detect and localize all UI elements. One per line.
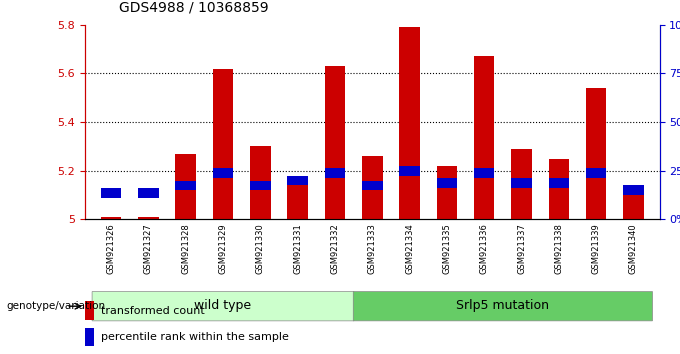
Bar: [437, 178, 457, 188]
Bar: [586, 88, 607, 219]
Text: GSM921326: GSM921326: [107, 223, 116, 274]
Text: GSM921328: GSM921328: [182, 223, 190, 274]
Text: GSM921335: GSM921335: [443, 223, 452, 274]
Text: GSM921332: GSM921332: [330, 223, 339, 274]
Bar: [175, 181, 196, 190]
Text: genotype/variation: genotype/variation: [7, 301, 106, 311]
Bar: [288, 176, 308, 185]
Text: GSM921338: GSM921338: [554, 223, 563, 274]
Text: GSM921327: GSM921327: [144, 223, 153, 274]
FancyBboxPatch shape: [92, 292, 354, 321]
Bar: [101, 217, 121, 219]
Bar: [399, 166, 420, 176]
Bar: [511, 149, 532, 219]
Bar: [85, 301, 94, 320]
Text: GSM921336: GSM921336: [479, 223, 489, 274]
Bar: [85, 328, 94, 346]
Bar: [138, 188, 158, 198]
FancyBboxPatch shape: [354, 292, 653, 321]
Bar: [624, 185, 644, 195]
Bar: [474, 169, 494, 178]
Bar: [362, 156, 383, 219]
Bar: [549, 178, 569, 188]
Bar: [437, 166, 457, 219]
Text: GDS4988 / 10368859: GDS4988 / 10368859: [119, 0, 269, 14]
Text: percentile rank within the sample: percentile rank within the sample: [101, 332, 288, 342]
Bar: [101, 188, 121, 198]
Bar: [586, 169, 607, 178]
Text: GSM921334: GSM921334: [405, 223, 414, 274]
Bar: [624, 195, 644, 219]
Text: GSM921331: GSM921331: [293, 223, 302, 274]
Bar: [362, 181, 383, 190]
Text: GSM921330: GSM921330: [256, 223, 265, 274]
Text: GSM921333: GSM921333: [368, 223, 377, 274]
Text: GSM921337: GSM921337: [517, 223, 526, 274]
Text: transformed count: transformed count: [101, 306, 204, 316]
Bar: [213, 169, 233, 178]
Text: GSM921340: GSM921340: [629, 223, 638, 274]
Bar: [250, 147, 271, 219]
Bar: [474, 56, 494, 219]
Bar: [250, 181, 271, 190]
Bar: [549, 159, 569, 219]
Bar: [325, 169, 345, 178]
Text: GSM921329: GSM921329: [218, 223, 228, 274]
Bar: [138, 217, 158, 219]
Text: Srlp5 mutation: Srlp5 mutation: [456, 299, 549, 312]
Text: wild type: wild type: [194, 299, 252, 312]
Bar: [288, 178, 308, 219]
Bar: [325, 66, 345, 219]
Bar: [399, 27, 420, 219]
Bar: [511, 178, 532, 188]
Text: GSM921339: GSM921339: [592, 223, 600, 274]
Bar: [213, 69, 233, 219]
Bar: [175, 154, 196, 219]
